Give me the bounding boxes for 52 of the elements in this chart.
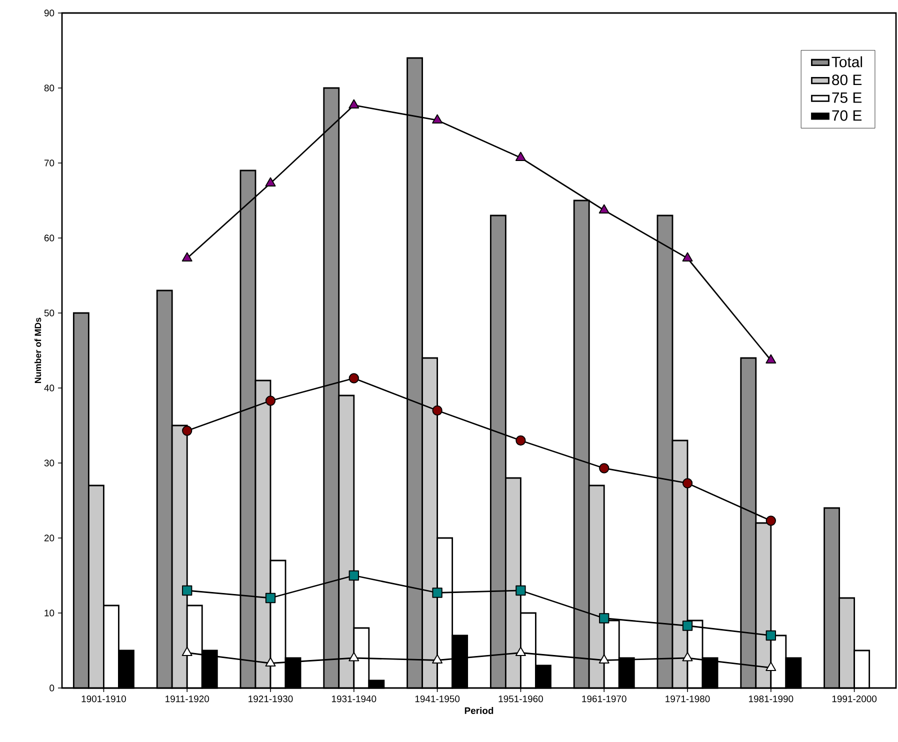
point <box>682 620 693 631</box>
x-tick-label: 1901-1910 <box>82 696 126 702</box>
y-axis-title: Number of MDs <box>34 318 42 384</box>
point <box>265 396 276 406</box>
point <box>766 630 776 641</box>
y-tick-label: 80 <box>44 84 54 92</box>
point <box>516 585 526 596</box>
x-tick-label: 1981-1990 <box>749 696 794 702</box>
legend-label: 75 E <box>832 92 862 103</box>
x-tick-label: 1961-1970 <box>582 696 626 702</box>
point <box>432 405 442 416</box>
point <box>432 588 442 598</box>
y-tick-label: 10 <box>44 610 54 616</box>
point <box>766 516 776 526</box>
point <box>182 585 192 596</box>
point <box>348 570 359 581</box>
x-tick-label: 1941-1950 <box>415 696 460 702</box>
point <box>432 114 443 124</box>
point <box>265 592 276 604</box>
y-tick-label: 30 <box>44 460 54 466</box>
point <box>682 252 693 262</box>
point <box>182 252 192 262</box>
y-tick-label: 0 <box>50 684 54 692</box>
y-tick-label: 90 <box>44 10 54 16</box>
x-tick-label: 1951-1960 <box>498 696 543 702</box>
point <box>348 99 360 108</box>
point <box>599 613 610 624</box>
y-tick-label: 70 <box>44 160 54 166</box>
point <box>348 373 359 384</box>
x-axis-title: Period <box>464 707 494 714</box>
x-tick-label: 1921-1930 <box>248 696 293 702</box>
legend-label: 70 E <box>832 110 862 121</box>
y-tick-label: 50 <box>44 310 54 316</box>
x-tick-label: 1991-2000 <box>832 696 877 702</box>
point <box>348 652 360 662</box>
point <box>766 354 776 364</box>
y-tick-label: 60 <box>44 234 54 242</box>
point <box>182 426 192 436</box>
x-tick-label: 1911-1920 <box>166 696 209 702</box>
point <box>265 177 276 186</box>
x-tick-label: 1971-1980 <box>666 696 710 702</box>
point <box>599 463 610 474</box>
x-tick-label: 1931-1940 <box>332 696 376 702</box>
point <box>515 152 526 161</box>
y-tick-label: 40 <box>44 384 54 392</box>
point <box>516 435 526 446</box>
y-tick-label: 20 <box>44 534 54 542</box>
legend-label: 80 E <box>832 74 862 86</box>
point <box>682 478 693 488</box>
legend-label: Total <box>832 56 862 68</box>
point <box>598 204 610 214</box>
point <box>682 652 693 662</box>
